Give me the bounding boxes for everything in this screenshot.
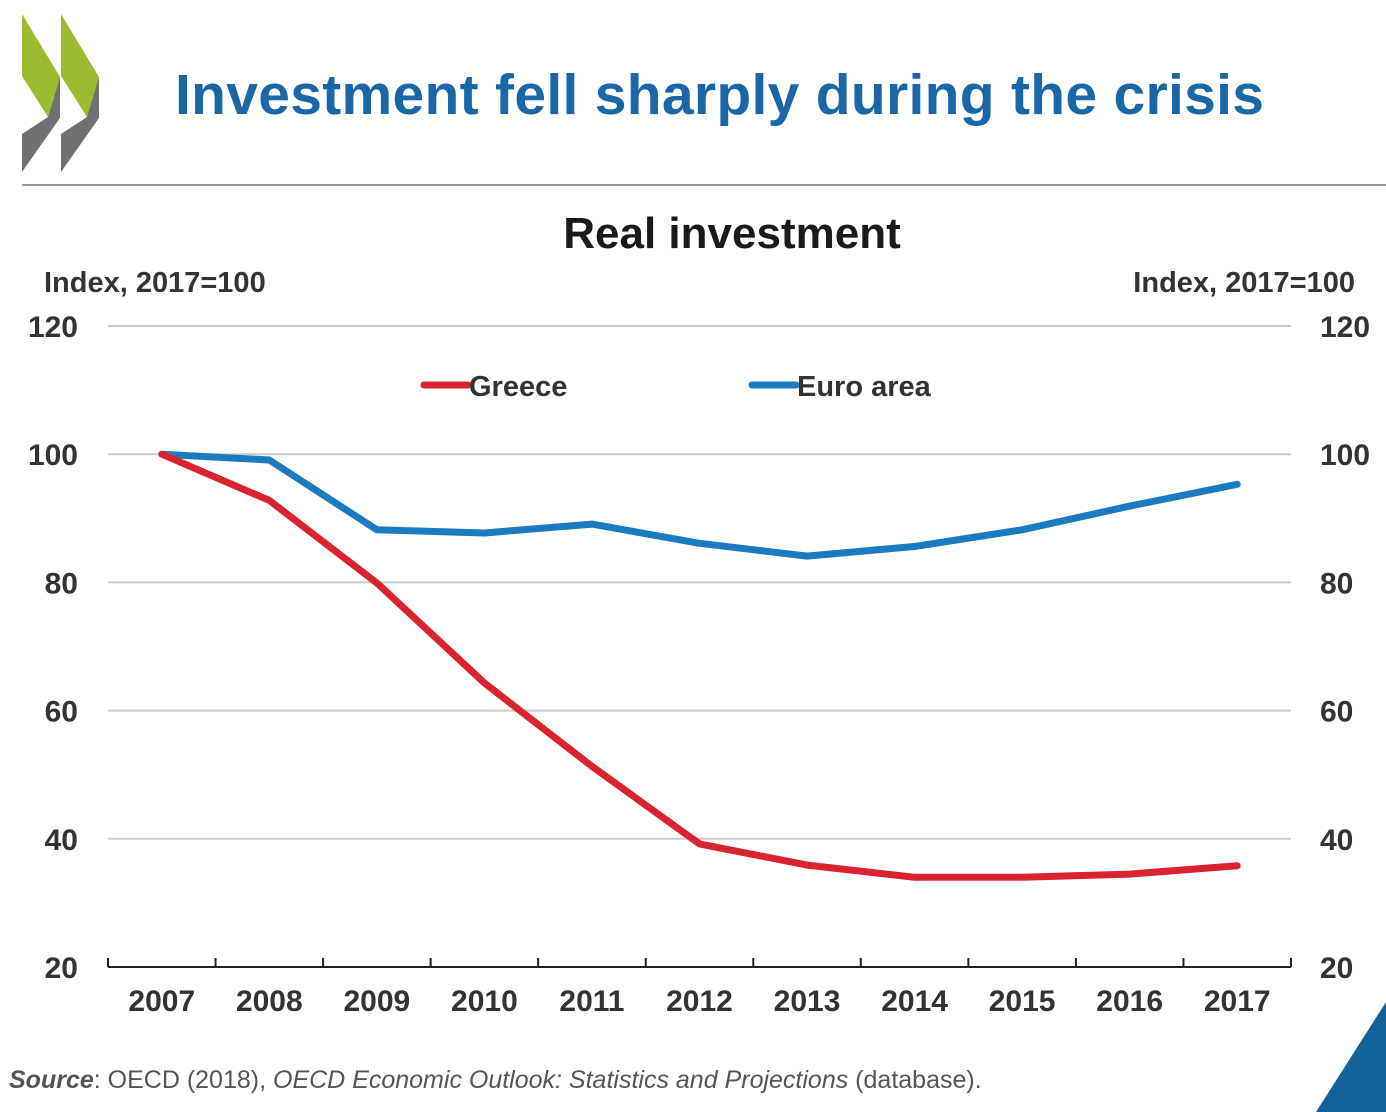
- x-tick-label-2017: 2017: [1204, 985, 1271, 1018]
- x-tick-label-2015: 2015: [989, 985, 1056, 1018]
- x-tick-label-2007: 2007: [128, 985, 195, 1018]
- y-axis-left: 20 40 60 80 100 120: [28, 311, 78, 985]
- y-tick-label-left: 120: [28, 311, 78, 344]
- y-axis-label-right: Index, 2017=100: [1133, 267, 1355, 299]
- y-tick-label-right: 100: [1320, 439, 1370, 472]
- legend-label-greece: Greece: [469, 371, 567, 403]
- y-tick-label-left: 40: [45, 824, 78, 857]
- y-tick-label-right: 80: [1320, 567, 1353, 600]
- x-tick-label-2008: 2008: [236, 985, 303, 1018]
- y-tick-label-right: 20: [1320, 952, 1353, 985]
- x-tick-label-2012: 2012: [666, 985, 733, 1018]
- y-tick-label-left: 20: [45, 952, 78, 985]
- x-tick-label-2010: 2010: [451, 985, 518, 1018]
- x-axis: 2007 2008 2009 2010 2011 2012 2013 2014 2015 2016…: [107, 958, 1292, 1018]
- y-tick-label-right: 120: [1320, 311, 1370, 344]
- source-note: Source: OECD (2018), OECD Economic Outlo…: [9, 1066, 982, 1095]
- gridlines: [108, 325, 1291, 840]
- y-tick-label-right: 40: [1320, 824, 1353, 857]
- source-title: OECD Economic Outlook: Statistics and Pr…: [273, 1066, 849, 1094]
- x-tick-label-2014: 2014: [881, 985, 948, 1018]
- x-tick-label-2011: 2011: [559, 985, 624, 1018]
- source-suffix: (database).: [848, 1066, 982, 1094]
- y-tick-label-left: 60: [45, 696, 78, 729]
- x-tick-label-2013: 2013: [774, 985, 841, 1018]
- logo-chevron-2-gray: [61, 77, 99, 172]
- page-title: Investment fell sharply during the crisi…: [175, 63, 1265, 127]
- source-label: Source: [9, 1066, 94, 1094]
- header-divider: [22, 184, 1386, 186]
- x-tick-label-2016: 2016: [1096, 985, 1163, 1018]
- corner-accent: [1316, 1002, 1386, 1112]
- y-tick-label-right: 60: [1320, 696, 1353, 729]
- line-chart: Real investment Index, 2017=100 Index, 2…: [28, 209, 1370, 1018]
- chart-title: Real investment: [563, 209, 901, 258]
- y-axis-label-left: Index, 2017=100: [44, 267, 266, 299]
- logo-chevron-1-green: [22, 14, 60, 117]
- source-sep: : OECD (2018),: [93, 1066, 273, 1094]
- series-lines: [158, 450, 1241, 881]
- y-tick-label-left: 80: [45, 567, 78, 600]
- y-axis-right: 20 40 60 80 100 120: [1320, 311, 1370, 985]
- oecd-logo: [22, 14, 99, 172]
- logo-chevron-2-green: [61, 14, 99, 117]
- legend: Greece Euro area: [420, 371, 932, 403]
- legend-label-euro-area: Euro area: [797, 371, 932, 403]
- logo-chevron-1-gray: [22, 77, 60, 172]
- x-tick-label-2009: 2009: [343, 985, 410, 1018]
- y-tick-label-left: 100: [28, 439, 78, 472]
